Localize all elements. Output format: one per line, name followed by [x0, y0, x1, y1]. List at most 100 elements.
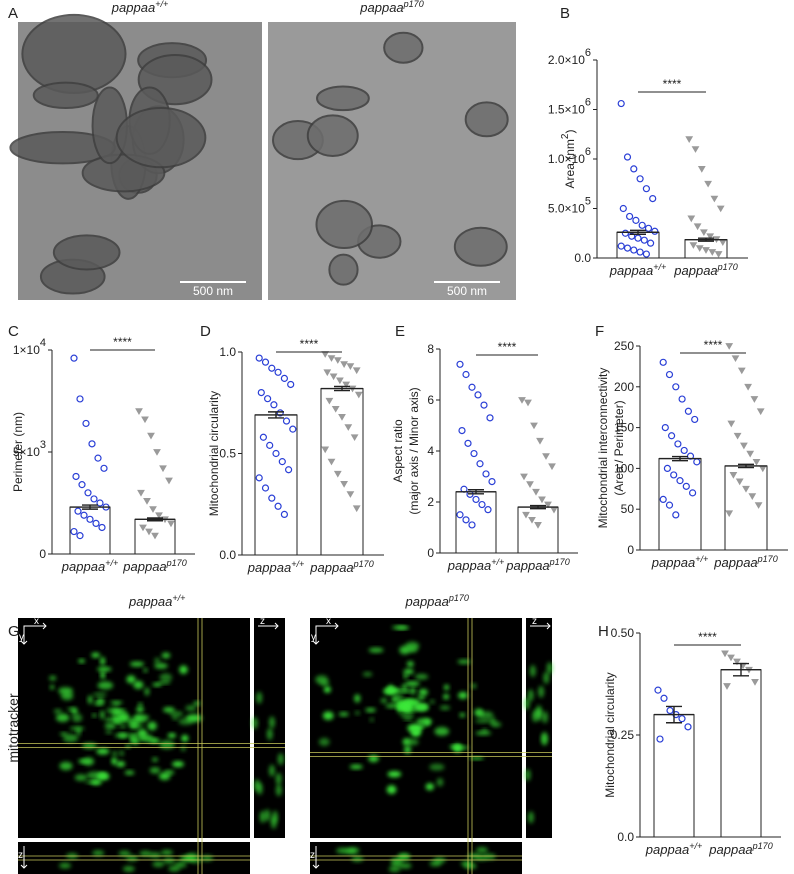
data-point	[82, 419, 90, 428]
y-tick-label: 0.5	[219, 447, 236, 461]
data-point	[333, 357, 342, 364]
data-point	[280, 374, 288, 382]
mitochondria-signal	[365, 707, 377, 713]
error-bar	[721, 662, 761, 677]
x-tick-label: pappaa+/+	[645, 841, 702, 857]
mitochondria-signal	[193, 701, 201, 706]
data-point	[617, 242, 625, 250]
axis-letter: z	[310, 850, 315, 861]
image-title-base: pappaa	[128, 594, 172, 609]
data-point	[733, 658, 741, 666]
mitochondria-signal	[158, 681, 171, 685]
data-point	[468, 521, 476, 529]
mitochondria-signal	[399, 701, 411, 705]
mitochondria-signal	[104, 717, 115, 723]
mitochondria-signal	[268, 716, 275, 729]
mitochondria-signal	[354, 694, 361, 703]
mitochondria-signal	[129, 661, 145, 667]
mitochondria-signal	[87, 695, 93, 705]
data-point	[661, 424, 669, 432]
data-point	[725, 510, 734, 518]
data-point	[137, 489, 145, 497]
data-point	[636, 248, 644, 256]
significance-label: ****	[300, 337, 319, 351]
significance-label: ****	[113, 335, 132, 349]
mitochondria-signal	[396, 704, 411, 710]
mitochondria-signal	[275, 772, 282, 785]
axis-letter: z	[18, 850, 23, 861]
y-tick-text: 0	[39, 547, 46, 561]
data-point	[746, 450, 755, 458]
y-tick-exponent: 3	[40, 439, 46, 451]
mitochondria-signal	[92, 692, 107, 697]
data-point	[659, 358, 667, 366]
data-point	[714, 251, 723, 258]
mitochondria-signal	[259, 810, 266, 823]
mitochondria-signal	[458, 691, 468, 700]
mitochondria-signal	[129, 732, 139, 738]
data-point	[329, 373, 338, 381]
y-tick-text: 1.0	[219, 345, 236, 359]
mitochondria-signal	[315, 675, 329, 685]
error-bar	[255, 411, 297, 419]
data-point	[145, 528, 153, 536]
data-point	[325, 397, 334, 405]
chart: 0 5×103 1×104 Perimeter (nm) ****	[11, 335, 195, 561]
data-point	[697, 166, 706, 173]
mitochondria-signal	[388, 684, 394, 692]
data-point	[528, 516, 536, 524]
y-tick-exponent: 6	[585, 97, 591, 109]
y-tick-label: 8	[427, 342, 434, 356]
y-tick-label: 5.0×105	[548, 196, 591, 216]
bar	[320, 388, 364, 556]
mitochondria-signal	[100, 671, 106, 679]
mitochondria-signal	[268, 764, 275, 777]
y-tick-label: 5×103	[13, 439, 46, 459]
x-tick-label-base: pappaa	[505, 558, 549, 573]
y-tick-text: 0.5	[219, 447, 236, 461]
data-point	[352, 367, 361, 375]
mitochondria-signal	[475, 731, 492, 736]
y-tick-exponent: 4	[40, 337, 46, 349]
data-point	[542, 453, 550, 460]
mitochondria-signal	[354, 711, 360, 715]
mitochondria-signal	[403, 673, 408, 679]
mitochondria-signal	[417, 695, 425, 700]
mitochondria-signal	[416, 718, 433, 726]
data-point	[674, 440, 682, 448]
axis-letter: z	[532, 616, 537, 627]
y-axis-label-text: (Area / Perimeter)	[612, 400, 626, 495]
mitochondria-signal	[475, 847, 488, 854]
data-point	[733, 432, 742, 440]
data-point	[274, 502, 282, 510]
mitochondria-signal	[546, 662, 553, 675]
y-tick-text: 1×10	[13, 343, 40, 357]
mitochondria-signal	[53, 708, 62, 714]
mitochondria-signal	[459, 712, 466, 718]
mitochondria-signal	[154, 657, 161, 664]
data-point	[693, 223, 702, 231]
mitochondrion	[115, 107, 207, 169]
y-tick-label: 0.0	[574, 251, 591, 265]
x-tick-label-base: pappaa	[309, 560, 353, 575]
data-point	[672, 383, 680, 391]
axis-glyph	[530, 622, 551, 630]
y-tick-text: 2	[427, 495, 434, 509]
mitochondria-signal	[338, 712, 349, 717]
data-point	[682, 482, 690, 490]
mitochondria-signal	[397, 626, 410, 630]
x-tick-label-base: pappaa	[713, 555, 757, 570]
data-point	[344, 424, 353, 431]
mitochondria-signal	[161, 652, 171, 659]
data-point	[751, 679, 759, 686]
data-point	[474, 391, 482, 399]
data-point	[689, 242, 698, 249]
mitochondria-signal	[85, 780, 101, 784]
mitochondria-signal	[185, 705, 197, 712]
mitochondria-signal	[541, 731, 548, 744]
y-tick-label: 0.0	[617, 830, 634, 844]
x-tick-label-base: pappaa	[645, 842, 689, 857]
mitochondria-signal	[100, 656, 106, 666]
